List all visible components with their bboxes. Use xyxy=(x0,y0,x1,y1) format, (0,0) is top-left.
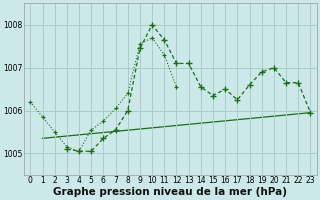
X-axis label: Graphe pression niveau de la mer (hPa): Graphe pression niveau de la mer (hPa) xyxy=(53,187,287,197)
